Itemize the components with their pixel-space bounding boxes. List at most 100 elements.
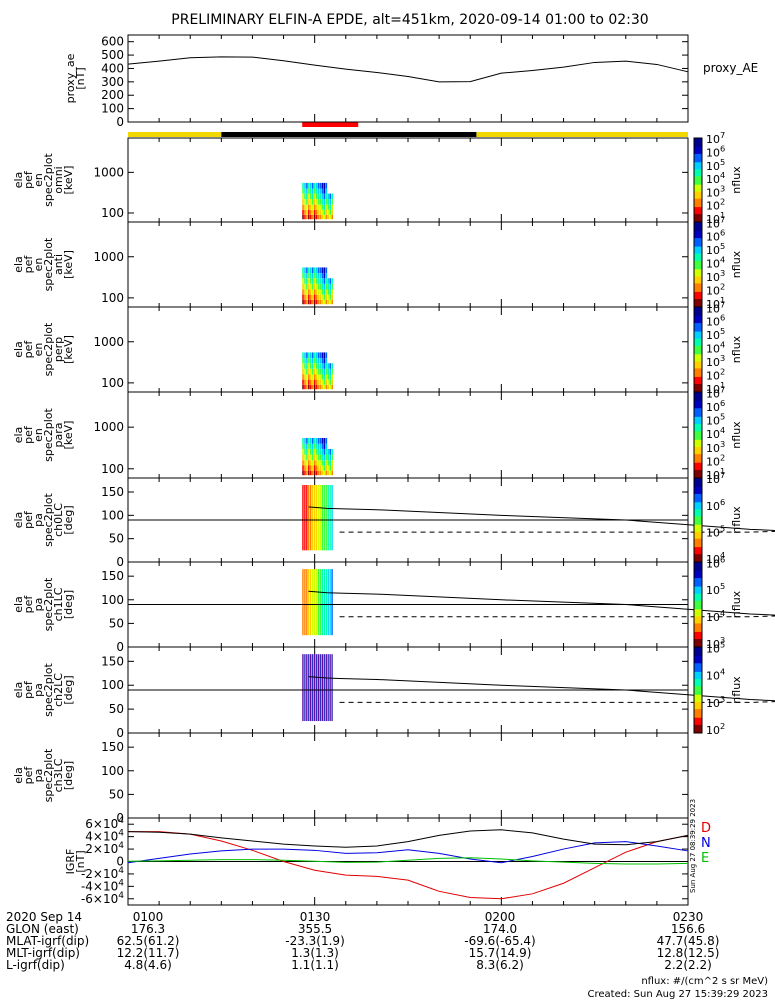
spec_perp-heat-cell (310, 352, 312, 359)
spec_para-colorbar-cell (694, 397, 702, 400)
spec_perp-heat-cell (325, 379, 328, 385)
pa_ch1-colorbar-cell (694, 594, 702, 597)
spec_anti-heat-cell (315, 278, 318, 284)
pa_ch1-heat-cell (306, 569, 308, 636)
spec_omni-heat-cell (319, 188, 322, 194)
pa_ch2-heat-cell (331, 654, 333, 722)
spec_anti-heat-cell (317, 294, 320, 300)
spec_omni-colorbar-cell (694, 216, 702, 219)
spec_omni-colorbar-cell (694, 174, 702, 177)
pa_ch1-colorbar-cell (694, 598, 702, 601)
spec_anti-heat-cell (306, 267, 308, 274)
spec_para-colorbar-cell (694, 429, 702, 432)
pa_ch0-colorbar-cell (694, 555, 702, 557)
spec_perp-heat-cell (319, 352, 322, 359)
spec_omni-heat-cell (310, 182, 312, 189)
spec_anti-heat-cell (311, 294, 314, 300)
pa_ch2-colorbar-cell (694, 685, 702, 688)
axis-table-row-label: L-igrf(dip) (6, 958, 65, 972)
spec_omni-colorbar-cell (694, 156, 702, 159)
spec_para-colorbar-cell (694, 402, 702, 404)
footer-created: Created: Sun Aug 27 15:39:29 2023 (588, 989, 768, 1000)
spec_para-heat-cell (310, 465, 312, 471)
spec_anti-colorbar-tick: 102 (706, 282, 725, 298)
pa_ch1-colorbar-cell (694, 634, 702, 637)
spec_para-colorbar-tick: 103 (706, 439, 725, 455)
spec_para-heat-cell (317, 448, 320, 455)
spec_perp-heat-cell (310, 379, 312, 385)
spec_para-heat-cell (323, 443, 326, 449)
pa_ch2-colorbar-cell (694, 651, 702, 654)
pa_ch0-colorbar-cell (694, 534, 702, 536)
igrf-legend-D: D (701, 821, 711, 836)
spec_anti-colorbar-cell (694, 284, 702, 287)
spec_anti-colorbar-cell (694, 257, 702, 260)
pa_ch0-heat-cell (313, 485, 316, 551)
spec_anti-colorbar-cell (694, 267, 702, 270)
spec_omni-colorbar-cell (694, 152, 702, 154)
spec_anti-heat-cell (315, 267, 318, 274)
spec_perp-colorbar-cell (694, 346, 702, 349)
spec_perp-heat-cell (310, 368, 312, 375)
pa_ch1-colorbar-tick: 103 (706, 635, 725, 651)
spec_omni-heat-cell (325, 199, 328, 205)
spec_para-colorbar-cell (694, 443, 702, 446)
pa_ch2-colorbar-cell (694, 672, 702, 675)
spec_perp-heat-cell (321, 379, 324, 385)
pa_ch0-colorbar-cell (694, 543, 702, 546)
spec_para-heat-cell (317, 460, 320, 466)
pa_ch2-ytick-label: 100 (101, 678, 124, 692)
pa_ch1-colorbar-cell (694, 566, 702, 569)
spec_para-heat-cell (315, 470, 318, 476)
spec_anti-heat-cell (317, 299, 320, 305)
pa_ch3-ytick-label: 50 (109, 787, 124, 801)
spec_para-colorbar-cell (694, 406, 702, 409)
spec_anti-colorbar-cell (694, 241, 702, 244)
pa_ch2-colorbar-cell (694, 658, 702, 661)
igrf-series-D (128, 831, 689, 900)
spec_perp-colorbar-cell (694, 348, 702, 350)
spec_anti-heat-cell (325, 283, 328, 290)
spec_para-heat-cell (308, 465, 310, 471)
spec_omni-colorbar-cell (694, 181, 702, 184)
spec_para-colorbar-cell (694, 475, 702, 478)
pa_ch0-ylabel: [deg] (62, 505, 75, 534)
spec_omni-heat-cell (315, 193, 318, 200)
spec_perp-heat-cell (323, 368, 326, 375)
igrf-ytick-label: -2×104 (81, 866, 124, 881)
spec_anti-heat-cell (311, 267, 314, 274)
spec_anti-heat-cell (319, 267, 322, 274)
spec_perp-heat-cell (317, 358, 320, 364)
spec_perp-heat-cell (302, 368, 304, 375)
spec_omni-heat-cell (313, 193, 316, 200)
pa_ch2-colorbar-cell (694, 654, 702, 657)
spec_para-heat-cell (331, 454, 333, 461)
spec_anti-colorbar-cell (694, 239, 702, 241)
pa_ch0-heat-cell (311, 485, 314, 551)
spec_perp-colorbar-cell (694, 380, 702, 383)
spec_perp-heat-cell (302, 363, 304, 369)
spec_perp-heat-cell (310, 374, 312, 380)
pa_ch2-colorbar-cell (694, 707, 702, 710)
spec_anti-colorbar-cell (694, 263, 702, 265)
spec_para-colorbar-cell (694, 414, 702, 417)
spec_perp-colorbar-cell (694, 343, 702, 346)
spec_para-heat-cell (327, 454, 330, 461)
pa_ch1-colorbar-cell (694, 605, 702, 608)
spec_para-heat-cell (325, 437, 328, 444)
pa_ch1-colorbar-cell (694, 613, 702, 615)
spec_omni-heat-cell (317, 209, 320, 215)
spec_perp-colorbar-cell (694, 369, 702, 372)
spec_omni-frame (127, 137, 689, 223)
spec_para-heat-cell (317, 465, 320, 471)
pa_ch2-colorbar-cell (694, 691, 702, 694)
pa_ch2-colorbar-cell (694, 692, 702, 695)
pa_ch2-heat-cell (313, 654, 316, 722)
spec_para-heat-cell (319, 454, 322, 461)
spec_para-heat-cell (331, 470, 333, 476)
pa_ch2-colorbar-cell (694, 730, 702, 733)
spec_perp-heat-cell (321, 374, 324, 380)
pa_ch2-colorbar-cell (694, 652, 702, 655)
pa_ch2-heat-cell (304, 654, 306, 722)
